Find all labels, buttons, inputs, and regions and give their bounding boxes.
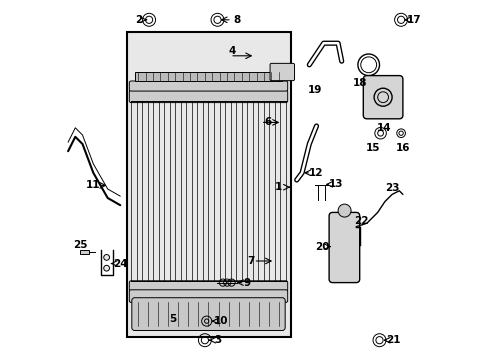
Text: 2: 2 — [134, 15, 142, 25]
Text: 16: 16 — [395, 143, 409, 153]
Text: 21: 21 — [385, 335, 400, 345]
FancyBboxPatch shape — [132, 298, 285, 330]
Text: 22: 22 — [353, 216, 368, 226]
Text: 13: 13 — [328, 179, 343, 189]
Text: 11: 11 — [85, 180, 100, 190]
Circle shape — [337, 204, 350, 217]
Bar — [80, 250, 88, 254]
Text: 25: 25 — [73, 240, 87, 250]
Bar — [134, 72, 282, 81]
Text: 17: 17 — [407, 15, 421, 25]
Text: 20: 20 — [314, 242, 328, 252]
FancyBboxPatch shape — [129, 81, 287, 91]
FancyBboxPatch shape — [129, 90, 287, 103]
Text: 3: 3 — [213, 335, 221, 345]
Text: 12: 12 — [308, 168, 323, 178]
Text: 7: 7 — [246, 256, 254, 266]
Text: 18: 18 — [352, 78, 367, 88]
Text: 15: 15 — [366, 143, 380, 153]
Text: 9: 9 — [243, 278, 250, 288]
Text: 23: 23 — [384, 183, 399, 193]
Text: 5: 5 — [168, 314, 176, 324]
Circle shape — [103, 255, 109, 260]
Circle shape — [103, 265, 109, 271]
Text: 4: 4 — [228, 46, 235, 56]
Text: 6: 6 — [264, 117, 271, 127]
FancyBboxPatch shape — [363, 76, 402, 119]
FancyBboxPatch shape — [129, 290, 287, 302]
Text: 24: 24 — [113, 258, 127, 269]
Text: 19: 19 — [307, 85, 322, 95]
FancyBboxPatch shape — [328, 212, 359, 283]
Text: 10: 10 — [213, 316, 228, 326]
Text: 14: 14 — [376, 123, 390, 133]
Text: 1: 1 — [275, 182, 282, 192]
Text: 8: 8 — [233, 15, 241, 25]
FancyBboxPatch shape — [269, 63, 294, 81]
FancyBboxPatch shape — [129, 281, 287, 292]
Bar — [127, 32, 291, 337]
